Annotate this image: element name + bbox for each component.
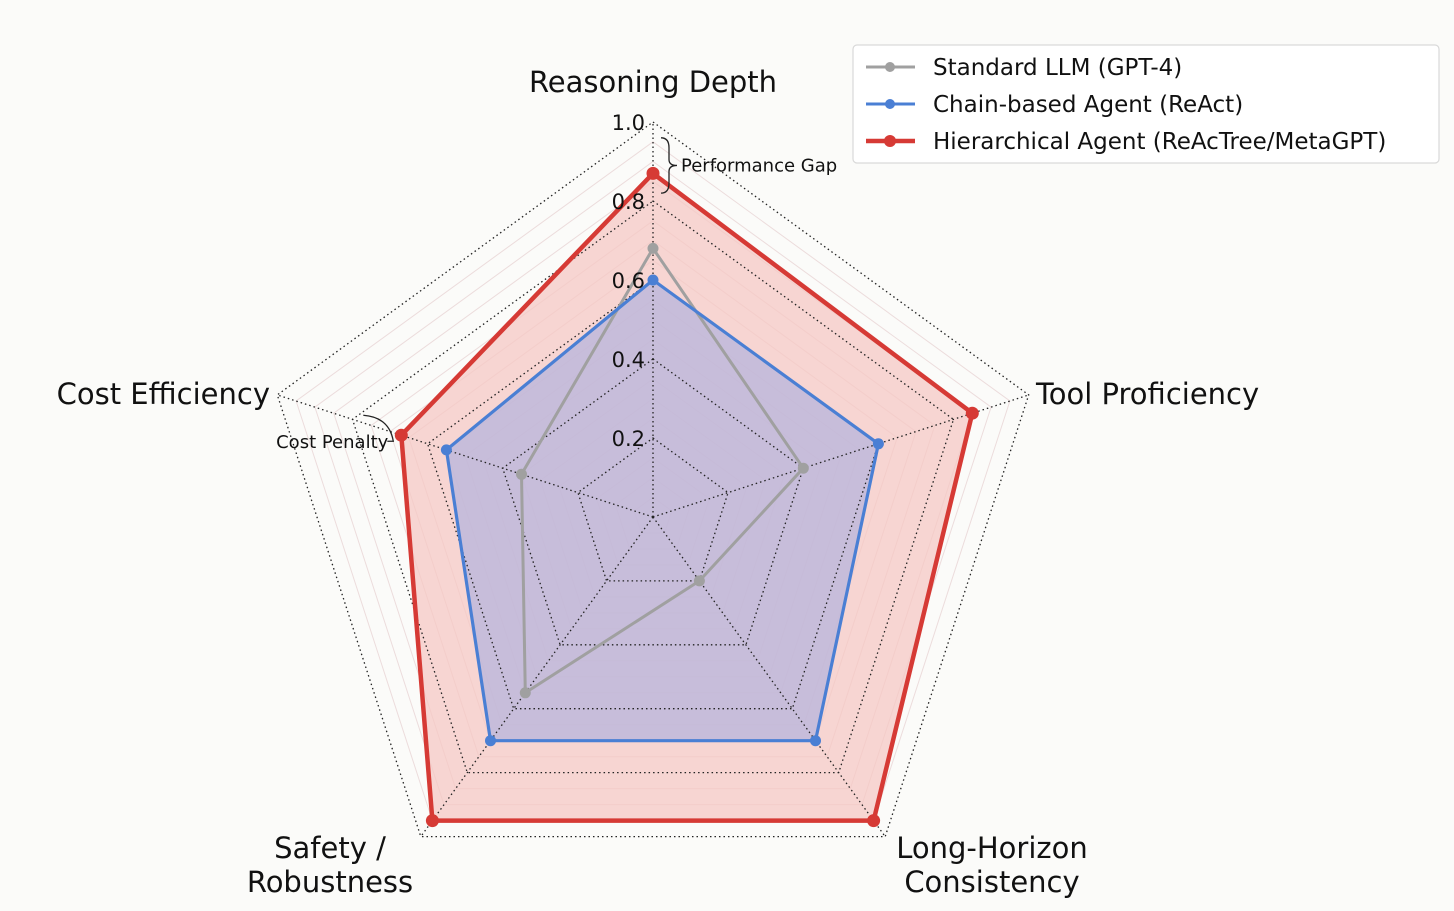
legend-label-2: Hierarchical Agent (ReAcTree/MetaGPT) bbox=[933, 129, 1386, 155]
axis-labels: Reasoning Depth Tool Proficiency Long-Hori… bbox=[57, 65, 1260, 899]
grid-ring-0 bbox=[577, 437, 729, 582]
axis-label-2-line-0: Long-Horizon bbox=[896, 831, 1088, 865]
legend-marker-1 bbox=[885, 99, 895, 109]
legend-label-1: Chain-based Agent (ReAct) bbox=[933, 92, 1243, 118]
series-1-point-0 bbox=[647, 274, 659, 286]
legend-marker-2 bbox=[884, 135, 896, 147]
axis-label-0-line-0: Reasoning Depth bbox=[529, 65, 777, 99]
legend-label-0: Standard LLM (GPT-4) bbox=[933, 55, 1182, 81]
axis-label-1-line-0: Tool Proficiency bbox=[1035, 377, 1259, 411]
series-2-point-3 bbox=[425, 814, 439, 828]
tick-label-1: 0.4 bbox=[612, 348, 645, 372]
cost-penalty-leader bbox=[363, 414, 395, 442]
tick-label-3: 0.8 bbox=[612, 190, 645, 214]
series-1-point-2 bbox=[810, 735, 821, 747]
series-0-point-2 bbox=[693, 575, 705, 587]
performance-gap-brace bbox=[660, 137, 678, 194]
spoke-1 bbox=[652, 394, 1029, 518]
tick-label-4: 1.0 bbox=[612, 111, 645, 135]
series-0-point-4 bbox=[516, 468, 527, 480]
axis-label-4-line-0: Cost Efficiency bbox=[57, 377, 270, 411]
series-2-point-1 bbox=[965, 406, 979, 420]
series-0-point-3 bbox=[519, 687, 531, 699]
tick-label-2: 0.6 bbox=[612, 269, 645, 293]
spokes bbox=[277, 122, 1029, 837]
performance-gap-label: Performance Gap bbox=[681, 155, 837, 176]
series-2-point-0 bbox=[646, 166, 660, 180]
series-line-0 bbox=[520, 246, 805, 695]
series-2-point-4 bbox=[394, 428, 408, 442]
series-0-point-1 bbox=[797, 462, 809, 474]
tick-labels: 0.2 0.4 0.6 0.8 1.0 bbox=[612, 111, 645, 451]
spoke-3 bbox=[420, 516, 654, 837]
legend-box bbox=[852, 44, 1440, 164]
grid-ring-1 bbox=[501, 358, 805, 646]
tick-label-0: 0.2 bbox=[612, 427, 645, 451]
series-1-point-3 bbox=[485, 735, 496, 747]
series-1-point-4 bbox=[440, 444, 452, 456]
main-grid bbox=[276, 121, 1030, 838]
spoke-2 bbox=[652, 516, 886, 837]
axis-label-3-line-1: Robustness bbox=[247, 865, 413, 899]
series-0-point-0 bbox=[647, 242, 659, 254]
axis-label-2-line-1: Consistency bbox=[904, 865, 1079, 899]
series-line-2 bbox=[399, 171, 975, 823]
series-2-point-2 bbox=[867, 814, 881, 828]
series-1-point-1 bbox=[872, 438, 884, 450]
spoke-4 bbox=[277, 394, 654, 518]
annotations: Performance Gap Cost Penalty bbox=[276, 137, 837, 453]
series-lines bbox=[399, 171, 975, 823]
series-line-1 bbox=[444, 278, 881, 743]
legend-marker-0 bbox=[885, 62, 895, 72]
series-points bbox=[394, 166, 979, 828]
axis-label-3-line-0: Safety / bbox=[274, 831, 386, 865]
cost-penalty-label: Cost Penalty bbox=[276, 432, 389, 453]
legend: Standard LLM (GPT-4) Chain-based Agent (R… bbox=[852, 44, 1440, 164]
